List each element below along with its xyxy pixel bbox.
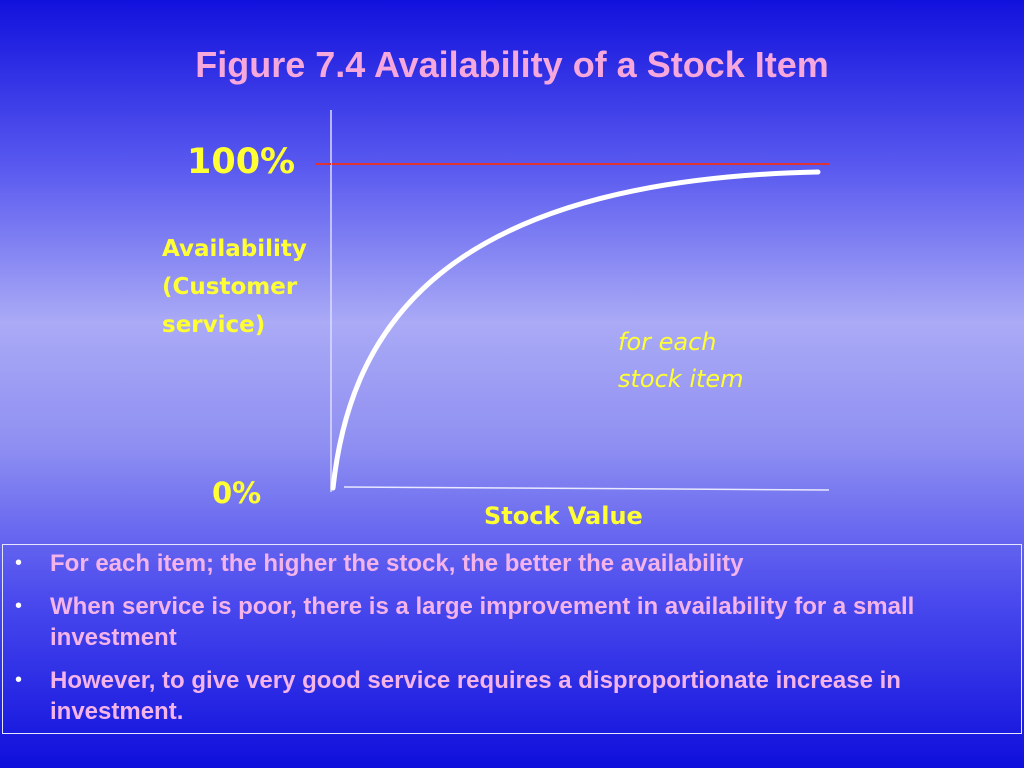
bullet-box: • For each item; the higher the stock, t… [2,544,1022,734]
bullet-item: • However, to give very good service req… [3,665,1021,727]
bullet-dot-icon: • [15,595,23,617]
bullet-dot-icon: • [15,669,23,691]
availability-curve [330,169,821,491]
bullet-text: For each item; the higher the stock, the… [50,550,744,577]
y-axis-label-line: Availability [162,236,307,262]
x-axis-label: Stock Value [484,502,643,530]
y-axis-label-line: (Customer [162,274,298,300]
bullet-list: • For each item; the higher the stock, t… [3,548,1021,727]
bullet-text: When service is poor, there is a large i… [50,593,915,651]
bullet-text: However, to give very good service requi… [50,667,901,725]
slide-title: Figure 7.4 Availability of a Stock Item [195,44,829,85]
y-axis-label-line: service) [162,312,266,338]
curve-note-line: stock item [618,365,744,393]
y-max-label: 100% [187,142,296,182]
curve-note-line: for each [618,328,717,356]
bullet-item: • For each item; the higher the stock, t… [3,548,1021,579]
y-min-label: 0% [212,476,262,510]
curve-note: for each stock item [618,324,744,398]
bullet-dot-icon: • [15,552,23,574]
x-axis [343,486,830,491]
y-axis-label: Availability (Customer service) [162,230,307,344]
bullet-item: • When service is poor, there is a large… [3,591,1021,653]
